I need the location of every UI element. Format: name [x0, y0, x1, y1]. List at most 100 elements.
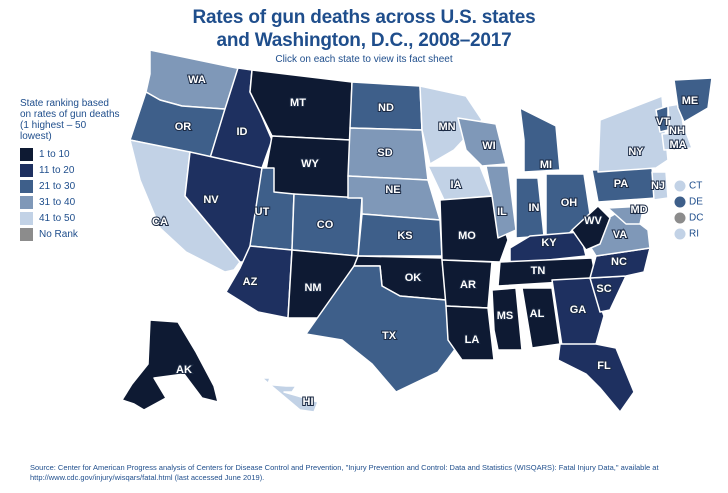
state-ny[interactable]: [597, 95, 669, 173]
state-wv[interactable]: [571, 205, 611, 251]
title-line-1: Rates of gun deaths across U.S. states: [192, 7, 536, 28]
state-label-sc[interactable]: SC: [595, 282, 612, 296]
state-ga[interactable]: [551, 277, 605, 347]
state-ak[interactable]: [121, 319, 219, 411]
state-label-sd[interactable]: SD: [376, 146, 393, 160]
state-label-wy[interactable]: WY: [300, 157, 320, 171]
state-label-mi[interactable]: MI: [539, 158, 553, 172]
title-line-2: and Washington, D.C., 2008–2017: [216, 30, 512, 51]
state-label-ut[interactable]: UT: [254, 205, 271, 219]
state-vt[interactable]: [655, 105, 669, 133]
state-label-wi[interactable]: WI: [481, 139, 496, 153]
state-label-ar[interactable]: AR: [459, 278, 477, 292]
source-note: Source: Center for American Progress ana…: [30, 463, 659, 482]
state-label-nm[interactable]: NM: [303, 281, 322, 295]
legend-label: 41 to 50: [39, 212, 76, 224]
state-label-wv[interactable]: WV: [583, 214, 603, 228]
legend-swatch: [20, 227, 33, 241]
state-label-oh[interactable]: OH: [560, 196, 579, 210]
state-label-ms[interactable]: MS: [496, 309, 515, 323]
small-state-label-ct[interactable]: CT: [689, 181, 702, 192]
state-label-nc[interactable]: NC: [610, 255, 628, 269]
subtitle: Click on each state to view its fact she…: [275, 54, 453, 65]
legend: State ranking based on rates of gun deat…: [20, 98, 120, 243]
small-state-dot-ri[interactable]: [674, 228, 686, 240]
labels-layer: WA OR CA ID NV MT WY UT AZ CO NM ND SD NE KS OK TX MN IA MO…: [151, 73, 700, 409]
small-state-dot-de[interactable]: [674, 196, 686, 208]
state-label-ca[interactable]: CA: [151, 215, 169, 229]
state-il[interactable]: [485, 165, 517, 239]
legend-swatch: [20, 163, 33, 177]
state-label-la[interactable]: LA: [464, 333, 481, 347]
state-label-va[interactable]: VA: [612, 228, 629, 242]
small-state-label-dc[interactable]: DC: [689, 213, 703, 224]
small-state-dot-ct[interactable]: [674, 180, 686, 192]
state-label-co[interactable]: CO: [316, 218, 335, 232]
state-ma[interactable]: [661, 131, 693, 151]
page-title: Rates of gun deaths across U.S. states a…: [0, 6, 728, 52]
state-label-pa[interactable]: PA: [613, 177, 630, 191]
state-label-mo[interactable]: MO: [457, 229, 477, 243]
state-label-ky[interactable]: KY: [540, 236, 558, 250]
legend-item: 1 to 10: [20, 147, 120, 161]
state-md[interactable]: [607, 205, 645, 225]
state-label-vt[interactable]: VT: [655, 115, 671, 129]
legend-label: 1 to 10: [39, 148, 70, 160]
small-state-dot-dc[interactable]: [674, 212, 686, 224]
legend-label: No Rank: [39, 228, 78, 240]
state-mn[interactable]: [419, 85, 483, 165]
state-label-nh[interactable]: NH: [668, 124, 686, 138]
state-la[interactable]: [445, 305, 495, 361]
state-label-al[interactable]: AL: [529, 307, 546, 321]
state-mo[interactable]: [439, 195, 509, 263]
state-label-wa[interactable]: WA: [187, 73, 207, 87]
state-label-ia[interactable]: IA: [450, 178, 463, 192]
state-label-me[interactable]: ME: [681, 94, 700, 108]
legend-item: 41 to 50: [20, 211, 120, 225]
state-label-il[interactable]: IL: [496, 205, 508, 219]
legend-item: 11 to 20: [20, 163, 120, 177]
state-label-ok[interactable]: OK: [404, 271, 423, 285]
small-states-key: CT DE DC RI: [674, 180, 703, 240]
state-label-ma[interactable]: MA: [668, 138, 687, 152]
state-tx[interactable]: [305, 265, 463, 393]
state-label-fl[interactable]: FL: [596, 359, 612, 373]
legend-label: 21 to 30: [39, 180, 76, 192]
state-label-or[interactable]: OR: [174, 120, 193, 134]
state-label-az[interactable]: AZ: [242, 275, 259, 289]
state-label-tn[interactable]: TN: [530, 264, 547, 278]
small-state-label-ri[interactable]: RI: [689, 229, 699, 240]
state-wi[interactable]: [457, 117, 507, 167]
state-label-tx[interactable]: TX: [381, 329, 398, 343]
state-nj[interactable]: [651, 171, 669, 201]
state-me[interactable]: [673, 77, 713, 123]
state-fl[interactable]: [557, 343, 635, 413]
state-label-ny[interactable]: NY: [627, 145, 645, 159]
small-state-label-de[interactable]: DE: [689, 197, 703, 208]
state-label-nv[interactable]: NV: [202, 193, 220, 207]
legend-item: 21 to 30: [20, 179, 120, 193]
state-hi[interactable]: [261, 377, 319, 413]
state-ms[interactable]: [491, 287, 523, 351]
legend-item: No Rank: [20, 227, 120, 241]
state-label-nd[interactable]: ND: [377, 101, 395, 115]
legend-swatch: [20, 195, 33, 209]
state-label-in[interactable]: IN: [528, 201, 541, 215]
legend-item: 31 to 40: [20, 195, 120, 209]
legend-swatch: [20, 147, 33, 161]
state-label-md[interactable]: MD: [629, 203, 648, 217]
state-label-ks[interactable]: KS: [396, 229, 413, 243]
state-label-ak[interactable]: AK: [175, 363, 193, 377]
state-label-ne[interactable]: NE: [384, 183, 401, 197]
legend-title: State ranking based on rates of gun deat…: [20, 98, 120, 142]
state-label-id[interactable]: ID: [236, 125, 249, 139]
state-label-mt[interactable]: MT: [289, 96, 307, 110]
legend-label: 31 to 40: [39, 196, 76, 208]
state-label-hi[interactable]: HI: [302, 395, 315, 409]
legend-label: 11 to 20: [39, 164, 75, 176]
state-label-nj[interactable]: NJ: [650, 179, 666, 193]
state-mi[interactable]: [519, 107, 561, 173]
state-label-ga[interactable]: GA: [569, 303, 588, 317]
state-label-mn[interactable]: MN: [437, 120, 456, 134]
